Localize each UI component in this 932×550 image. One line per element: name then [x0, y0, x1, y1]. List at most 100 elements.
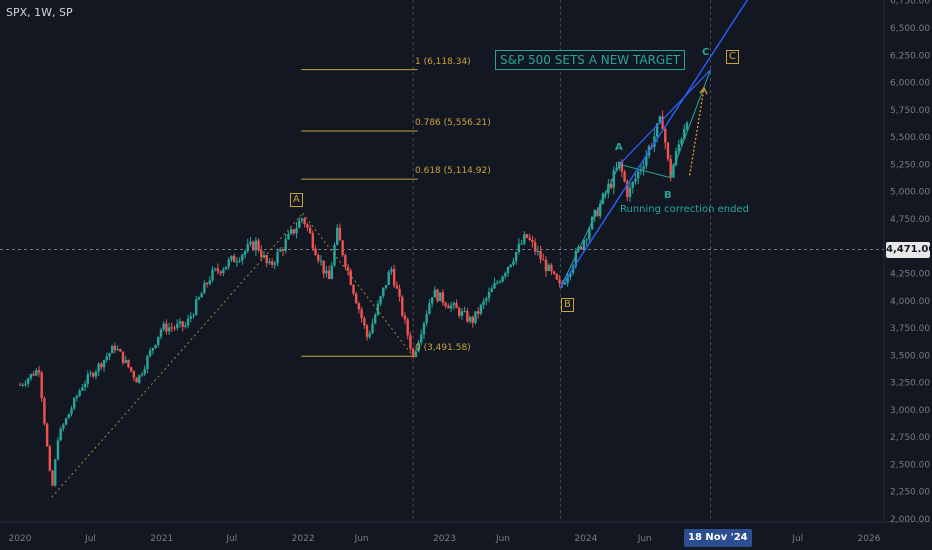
candle-body — [184, 325, 187, 327]
wave-c-line — [669, 69, 712, 178]
candle-body — [466, 311, 469, 322]
candle-body — [474, 311, 477, 323]
candle-body — [67, 414, 71, 419]
candle-body — [379, 296, 382, 304]
candle-body — [458, 308, 461, 316]
candle-body — [341, 240, 344, 256]
candle-body — [208, 280, 211, 285]
candle-body — [390, 269, 393, 272]
fib-label-1: 1 (6,118.34) — [415, 57, 471, 67]
wave-label-a[interactable]: A — [615, 142, 623, 153]
candle-body — [365, 325, 369, 337]
candle-body — [420, 334, 423, 343]
candle-body — [655, 123, 659, 137]
candle-body — [631, 181, 634, 188]
x-tick-label: Jun — [495, 534, 510, 544]
running-correction-note[interactable]: Running correction ended — [620, 204, 749, 215]
y-tick-label: 3,750.00 — [890, 324, 930, 334]
candle-body — [490, 288, 493, 292]
x-tick-label: 2023 — [433, 534, 456, 544]
y-tick-label: 3,250.00 — [890, 379, 930, 389]
candle-body — [593, 209, 596, 217]
candle-body — [520, 243, 523, 245]
candle-body — [615, 168, 618, 171]
candle-body — [401, 296, 404, 316]
candle-body — [246, 244, 249, 252]
candle-body — [373, 314, 377, 324]
y-tick-label: 6,250.00 — [890, 51, 930, 61]
candle-body — [677, 144, 681, 151]
symbol-label[interactable]: SPX, 1W, SP — [6, 6, 73, 19]
candle-body — [289, 229, 293, 234]
price-axis — [884, 0, 932, 550]
candle-body — [151, 348, 155, 351]
candle-body — [295, 228, 298, 234]
candle-body — [21, 384, 24, 386]
x-tick-label: Jul — [225, 534, 237, 544]
candle-body — [279, 249, 282, 252]
candle-body — [664, 128, 667, 143]
candle-body — [596, 209, 599, 217]
candle-body — [468, 316, 472, 322]
candle-body — [89, 373, 92, 375]
candle-body — [306, 224, 309, 228]
candle-body — [100, 363, 103, 368]
candle-body — [577, 246, 580, 251]
candle-body — [254, 240, 258, 251]
candle-body — [674, 150, 678, 165]
candle-body — [539, 250, 542, 260]
candle-body — [192, 314, 195, 317]
candle-body — [138, 375, 141, 383]
candle-body — [536, 250, 540, 252]
x-tick-label: 2026 — [858, 534, 881, 544]
candle-body — [645, 155, 648, 167]
candle-body — [414, 351, 418, 356]
candle-body — [92, 373, 95, 377]
chart-title-annotation[interactable]: S&P 500 SETS A NEW TARGET — [495, 50, 686, 70]
candle-body — [94, 371, 98, 377]
wave-label-b[interactable]: B — [664, 190, 672, 201]
candle-body — [482, 301, 485, 305]
candle-body — [281, 249, 285, 251]
wave-label-c[interactable]: C — [702, 47, 710, 58]
candle-body — [251, 241, 255, 251]
boxed-wave-c[interactable]: C — [726, 50, 739, 64]
candle-body — [430, 297, 434, 304]
candle-body — [78, 390, 81, 397]
candle-body — [495, 282, 499, 284]
candle-body — [542, 259, 545, 261]
y-tick-label: 6,000.00 — [890, 79, 930, 89]
boxed-wave-b[interactable]: B — [561, 298, 574, 312]
projection-arrowhead — [699, 86, 708, 95]
candle-body — [463, 311, 466, 313]
candle-body — [525, 234, 529, 238]
current-price-tag: 4,471.00 — [886, 242, 932, 258]
candle-body — [148, 350, 152, 357]
candle-body — [563, 282, 567, 285]
candle-body — [48, 446, 52, 471]
candle-body — [544, 259, 548, 272]
candle-body — [672, 164, 675, 178]
candle-body — [661, 116, 664, 129]
x-tick-label: Jul — [84, 534, 96, 544]
x-tick-label: Jun — [637, 534, 652, 544]
candle-body — [135, 377, 138, 383]
wave-b-line — [619, 163, 671, 178]
candle-body — [51, 470, 54, 486]
candle-body — [214, 268, 217, 270]
candle-body — [186, 318, 190, 326]
dotted-correction-line — [302, 213, 414, 357]
channel-inner-line — [619, 69, 712, 165]
candle-body — [108, 353, 111, 357]
candle-body — [203, 283, 206, 294]
x-tick-label: 2022 — [292, 534, 315, 544]
candle-body — [685, 122, 689, 129]
candle-body — [127, 359, 130, 368]
boxed-wave-a[interactable]: A — [290, 193, 303, 207]
candle-body — [403, 315, 407, 320]
candle-body — [653, 136, 656, 147]
x-tick-label: 2020 — [9, 534, 32, 544]
candle-body — [292, 229, 296, 234]
y-tick-label: 2,000.00 — [890, 515, 930, 525]
